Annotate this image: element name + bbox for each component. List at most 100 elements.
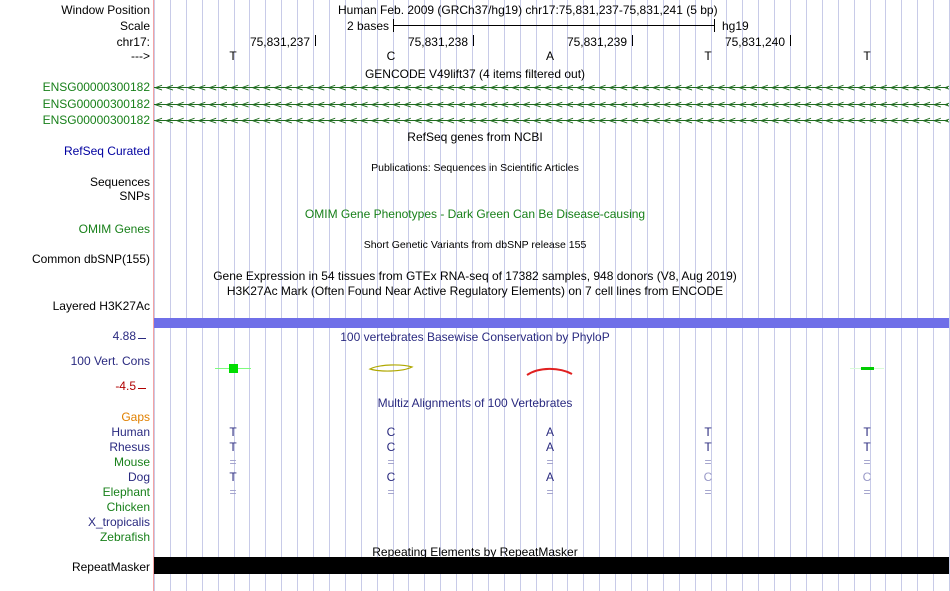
scalebar-line (393, 25, 715, 26)
conservation-mark-arc[interactable] (525, 367, 575, 379)
sequences-label[interactable]: Sequences (89, 175, 150, 189)
species-label-rhesus[interactable]: Rhesus (109, 440, 150, 454)
conservation-mark-lens[interactable] (368, 361, 414, 375)
species-label-chicken[interactable]: Chicken (106, 500, 150, 514)
gridline (393, 0, 394, 591)
gridline (822, 0, 823, 591)
phylop-track-label[interactable]: 100 Vert. Cons (70, 354, 150, 368)
chromosome-label: chr17: (116, 35, 150, 49)
multiz-title: Multiz Alignments of 100 Vertebrates (377, 396, 573, 410)
gridline (583, 0, 584, 591)
sequence-base: A (545, 49, 554, 63)
omim-title: OMIM Gene Phenotypes - Dark Green Can Be… (304, 207, 646, 221)
alignment-base: A (545, 470, 554, 484)
gridline (711, 0, 712, 591)
species-label-dog[interactable]: Dog (127, 470, 150, 484)
gencode-gene-label-2[interactable]: ENSG00000300182 (42, 97, 150, 111)
gridline (218, 0, 219, 591)
gridline (170, 0, 171, 591)
ruler-tick-label: 75,831,239 (566, 35, 627, 49)
h3k27ac-signal-bar[interactable] (154, 318, 949, 328)
dbsnp-title: Short Genetic Variants from dbSNP releas… (363, 239, 587, 251)
strand-label: ---> (131, 49, 150, 63)
alignment-base: T (863, 425, 871, 439)
gridline (472, 0, 473, 591)
gridline (408, 0, 409, 591)
gridline (885, 0, 886, 591)
ruler-tick-mark (473, 35, 474, 46)
refseq-curated-label[interactable]: RefSeq Curated (63, 144, 150, 158)
gencode-gene-row[interactable]: <<<<<<<<<<<<<<<<<<<<<<<<<<<<<<<<<<<<<<<<… (154, 115, 949, 126)
sequence-base: T (229, 49, 237, 63)
omim-genes-label[interactable]: OMIM Genes (78, 222, 150, 236)
alignment-base: = (229, 485, 237, 499)
gene-backbone-line (154, 120, 948, 121)
repeatmasker-feature-bar[interactable] (154, 557, 949, 574)
alignment-base: = (387, 485, 395, 499)
alignment-base: C (703, 470, 713, 484)
refseq-title: RefSeq genes from NCBI (407, 130, 543, 144)
gridline (838, 0, 839, 591)
gene-strand-arrows-icon: <<<<<<<<<<<<<<<<<<<<<<<<<<<<<<<<<<<<<<<<… (154, 115, 949, 126)
ruler-tick-label: 75,831,238 (407, 35, 468, 49)
phylop-axis-min-tick (138, 388, 146, 389)
gridline (329, 0, 330, 591)
gencode-gene-row[interactable]: <<<<<<<<<<<<<<<<<<<<<<<<<<<<<<<<<<<<<<<<… (154, 99, 949, 110)
common-dbsnp-label[interactable]: Common dbSNP(155) (31, 252, 150, 266)
gtex-title: Gene Expression in 54 tissues from GTEx … (213, 269, 737, 283)
alignment-base: = (863, 485, 871, 499)
gridline (361, 0, 362, 591)
ruler-tick-mark (315, 35, 316, 46)
gridline (615, 0, 616, 591)
gridline (424, 0, 425, 591)
species-label-mouse[interactable]: Mouse (113, 455, 150, 469)
alignment-base: = (229, 455, 237, 469)
gridline (297, 0, 298, 591)
sequence-base: C (386, 49, 396, 63)
ruler-tick-label: 75,831,240 (724, 35, 785, 49)
layered-h3k27ac-label[interactable]: Layered H3K27Ac (52, 299, 150, 313)
gencode-gene-label-3[interactable]: ENSG00000300182 (42, 113, 150, 127)
conservation-mark-bar[interactable] (229, 364, 238, 373)
gencode-gene-label-1[interactable]: ENSG00000300182 (42, 80, 150, 94)
alignment-base: A (545, 440, 554, 454)
sequence-base: T (863, 49, 871, 63)
ruler-tick-mark (632, 35, 633, 46)
gene-backbone-line (154, 87, 948, 88)
gridline (313, 0, 314, 591)
gridline (249, 0, 250, 591)
gridline (647, 0, 648, 591)
snps-label[interactable]: SNPs (119, 189, 150, 203)
scale-label: Scale (119, 19, 150, 33)
alignment-base: = (704, 455, 712, 469)
gridline (265, 0, 266, 591)
species-label-elephant[interactable]: Elephant (102, 485, 150, 499)
species-label-human[interactable]: Human (111, 425, 150, 439)
gridline (234, 0, 235, 591)
conservation-mark-bar[interactable] (861, 367, 874, 370)
h3k27ac-title: H3K27Ac Mark (Often Found Near Active Re… (226, 284, 724, 298)
alignment-base: C (386, 425, 396, 439)
species-label-zebrafish[interactable]: Zebrafish (99, 530, 150, 544)
gaps-label[interactable]: Gaps (121, 410, 150, 424)
species-label-x_tropicalis[interactable]: X_tropicalis (87, 515, 150, 529)
ruler-tick-label: 75,831,237 (249, 35, 310, 49)
phylop-axis-min: -4.5 (115, 379, 136, 393)
gencode-gene-row[interactable]: <<<<<<<<<<<<<<<<<<<<<<<<<<<<<<<<<<<<<<<<… (154, 82, 949, 93)
gridline (488, 0, 489, 591)
gridline (281, 0, 282, 591)
gridline (154, 0, 155, 591)
gridline (552, 0, 553, 591)
scale-value: 2 bases (347, 19, 390, 33)
gridline (504, 0, 505, 591)
repeatmasker-label[interactable]: RepeatMasker (71, 560, 150, 574)
alignment-base: C (386, 470, 396, 484)
publications-title: Publications: Sequences in Scientific Ar… (371, 162, 579, 174)
gridline (742, 0, 743, 591)
alignment-base: T (229, 440, 237, 454)
gridline (567, 0, 568, 591)
alignment-base: = (546, 485, 554, 499)
alignment-base: C (862, 470, 872, 484)
gridline (520, 0, 521, 591)
